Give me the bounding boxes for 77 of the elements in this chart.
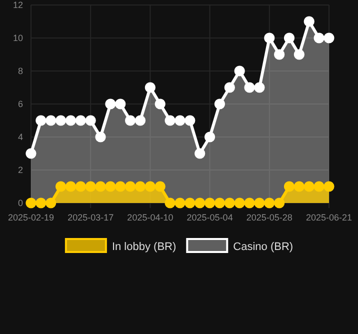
- point: [85, 181, 96, 192]
- legend-label: In lobby (BR): [112, 241, 176, 253]
- point: [254, 82, 265, 93]
- x-tick-label: 2025-04-10: [127, 212, 174, 222]
- point: [284, 32, 295, 44]
- point: [134, 181, 146, 192]
- point: [274, 49, 285, 60]
- point: [254, 198, 265, 208]
- point: [274, 198, 285, 208]
- point: [314, 181, 324, 192]
- point: [36, 115, 46, 126]
- point: [184, 198, 196, 208]
- point: [314, 32, 324, 44]
- point: [75, 115, 86, 126]
- point: [304, 16, 314, 27]
- point: [115, 181, 126, 192]
- point: [174, 115, 186, 126]
- point: [214, 98, 226, 110]
- x-tick-label: 2025-03-17: [68, 212, 114, 222]
- point: [134, 115, 146, 126]
- point: [164, 115, 176, 126]
- point: [56, 181, 66, 192]
- point: [65, 115, 76, 126]
- point: [244, 198, 255, 208]
- y-tick-label: 6: [18, 98, 23, 109]
- y-tick-label: 4: [18, 132, 23, 142]
- point: [125, 115, 136, 126]
- point: [85, 115, 96, 126]
- y-tick-label: 12: [12, 0, 23, 10]
- y-tick-label: 8: [18, 66, 23, 76]
- x-tick-label: 2025-02-19: [8, 212, 54, 222]
- point: [264, 198, 275, 208]
- point: [174, 198, 186, 208]
- x-tick-label: 2025-06-21: [306, 212, 352, 222]
- point: [184, 115, 196, 126]
- point: [234, 66, 245, 76]
- y-tick-label: 2: [18, 164, 23, 175]
- point: [304, 181, 314, 192]
- point: [324, 181, 334, 192]
- point: [294, 49, 304, 60]
- point: [324, 32, 334, 44]
- point: [154, 98, 166, 110]
- point: [95, 132, 106, 142]
- point: [36, 198, 46, 208]
- point: [204, 132, 216, 142]
- y-tick-label: 10: [12, 32, 23, 43]
- point: [125, 181, 136, 192]
- point: [65, 181, 76, 192]
- point: [234, 198, 245, 208]
- y-tick-label: 0: [18, 198, 23, 208]
- point: [154, 181, 166, 192]
- point: [264, 32, 275, 44]
- point: [284, 181, 295, 192]
- point: [95, 181, 106, 192]
- point: [144, 181, 156, 192]
- point: [214, 198, 226, 208]
- point: [115, 98, 126, 110]
- point: [204, 198, 216, 208]
- point: [26, 198, 36, 208]
- point: [294, 181, 304, 192]
- point: [194, 148, 206, 159]
- point: [46, 115, 56, 126]
- point: [105, 181, 116, 192]
- legend-label: Casino (BR): [233, 241, 294, 253]
- point: [75, 181, 86, 192]
- point: [144, 82, 156, 93]
- point: [56, 115, 66, 126]
- point: [26, 148, 36, 159]
- point: [46, 198, 56, 208]
- point: [164, 198, 176, 208]
- x-tick-label: 2025-05-28: [246, 212, 292, 222]
- point: [194, 198, 206, 208]
- point: [105, 98, 116, 110]
- point: [224, 82, 235, 93]
- point: [244, 82, 255, 93]
- x-tick-label: 2025-05-04: [186, 212, 233, 222]
- point: [224, 198, 235, 208]
